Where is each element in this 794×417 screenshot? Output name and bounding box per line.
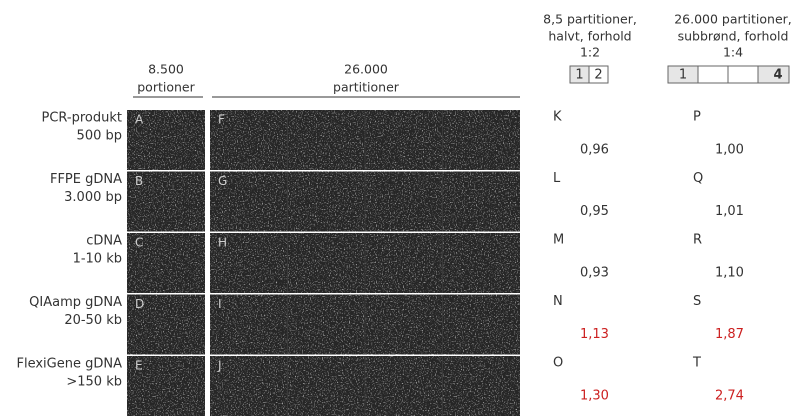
ratio-value: 1,13 <box>580 327 609 342</box>
well-box <box>757 65 790 84</box>
row-label: cDNA <box>86 234 122 249</box>
well-label: 4 <box>773 68 782 83</box>
ratio-header-line: subbrønd, forhold <box>678 29 789 44</box>
panel-letter: H <box>218 236 227 250</box>
ratio-letter: L <box>553 171 561 186</box>
ratio-letter: T <box>692 356 701 371</box>
panel-letter: F <box>218 113 225 127</box>
ratio-letter: R <box>693 233 702 248</box>
row-label: 3.000 bp <box>64 190 122 205</box>
panel-letter: E <box>135 359 143 373</box>
well-box <box>697 65 729 84</box>
row-label: 500 bp <box>77 129 122 144</box>
panel-letter: D <box>135 297 144 311</box>
ratio-value: 2,74 <box>715 389 744 404</box>
ratio-header-line: 8,5 partitioner, <box>543 12 637 27</box>
rows: PCR-produkt 500 bp A F K 0,96 P 1,00 FFPE gDNA 3.… <box>17 110 744 416</box>
row-label: FFPE gDNA <box>50 172 122 187</box>
ratio-value: 1,10 <box>715 266 744 281</box>
row-label: PCR-produkt <box>42 111 123 126</box>
ratio-letter: Q <box>693 171 703 186</box>
ratio-letter: K <box>553 110 562 125</box>
column-subtitle: partitioner <box>333 80 400 95</box>
column-title: 26.000 <box>344 62 388 77</box>
row-label: 20-50 kb <box>64 313 122 328</box>
ratio-letter: O <box>553 356 563 371</box>
well-box <box>727 65 759 84</box>
column-subtitle: portioner <box>137 80 195 95</box>
image-speckle <box>127 294 205 355</box>
well-label: 1 <box>575 68 583 83</box>
ratio-header: 8,5 partitioner, halvt, forhold 1:2 1 2 <box>543 12 637 84</box>
well-label: 1 <box>679 68 687 83</box>
well-box <box>588 65 609 84</box>
column-title: 8.500 <box>148 62 184 77</box>
panel-letter: J <box>217 359 222 373</box>
image-speckle <box>127 110 205 170</box>
panel-letter: A <box>135 113 144 127</box>
ratio-letter: P <box>693 110 701 125</box>
ratio-letter: S <box>693 294 701 309</box>
image-speckle <box>127 233 205 293</box>
ratio-letter: N <box>553 294 563 309</box>
row-label: 1-10 kb <box>73 252 122 267</box>
ratio-value: 0,95 <box>580 204 609 219</box>
panel-letter: G <box>218 174 227 188</box>
ratio-value: 1,01 <box>715 204 744 219</box>
panel-letter: I <box>218 297 222 311</box>
panel-letter: B <box>135 174 143 188</box>
ratio-value: 1,30 <box>580 389 609 404</box>
ratio-header-line: 26.000 partitioner, <box>674 12 792 27</box>
ratio-value: 0,96 <box>580 143 609 158</box>
ratio-value: 1,00 <box>715 143 744 158</box>
image-speckle <box>127 171 205 232</box>
row-label: QIAamp gDNA <box>29 295 122 310</box>
well-label: 2 <box>594 68 602 83</box>
ratio-header-line: 1:2 <box>580 45 600 60</box>
ratio-header-line: 1:4 <box>723 45 743 60</box>
ratio-header: 26.000 partitioner, subbrønd, forhold 1:… <box>667 12 792 84</box>
ratio-header-line: halvt, forhold <box>548 29 631 44</box>
ratio-value: 0,93 <box>580 266 609 281</box>
panel-letter: C <box>135 236 143 250</box>
row-label: >150 kb <box>66 375 122 390</box>
row-label: FlexiGene gDNA <box>17 357 123 372</box>
image-speckle <box>127 356 205 416</box>
ratio-letter: M <box>553 233 564 248</box>
ratio-value: 1,87 <box>715 327 744 342</box>
